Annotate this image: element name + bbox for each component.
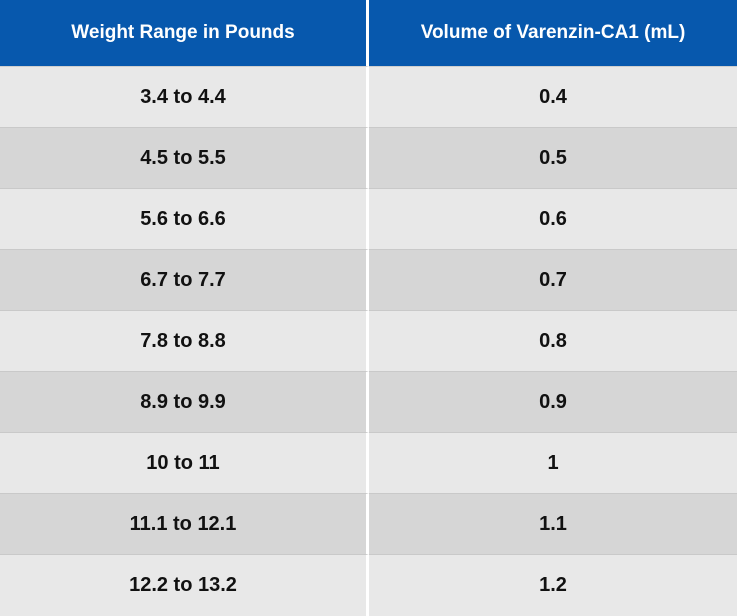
volume-cell: 0.5 xyxy=(369,128,737,189)
weight-cell: 12.2 to 13.2 xyxy=(0,555,369,616)
volume-cell: 0.6 xyxy=(369,189,737,250)
volume-cell: 0.9 xyxy=(369,372,737,433)
weight-cell: 4.5 to 5.5 xyxy=(0,128,369,189)
weight-cell: 6.7 to 7.7 xyxy=(0,250,369,311)
weight-cell: 10 to 11 xyxy=(0,433,369,494)
volume-cell: 0.8 xyxy=(369,311,737,372)
volume-cell: 1 xyxy=(369,433,737,494)
volume-cell: 0.4 xyxy=(369,67,737,128)
weight-cell: 7.8 to 8.8 xyxy=(0,311,369,372)
weight-cell: 8.9 to 9.9 xyxy=(0,372,369,433)
column-header-weight: Weight Range in Pounds xyxy=(0,0,369,67)
column-header-volume: Volume of Varenzin-CA1 (mL) xyxy=(369,0,737,67)
weight-cell: 11.1 to 12.1 xyxy=(0,494,369,555)
volume-cell: 1.2 xyxy=(369,555,737,616)
weight-cell: 5.6 to 6.6 xyxy=(0,189,369,250)
volume-cell: 0.7 xyxy=(369,250,737,311)
weight-cell: 3.4 to 4.4 xyxy=(0,67,369,128)
volume-cell: 1.1 xyxy=(369,494,737,555)
